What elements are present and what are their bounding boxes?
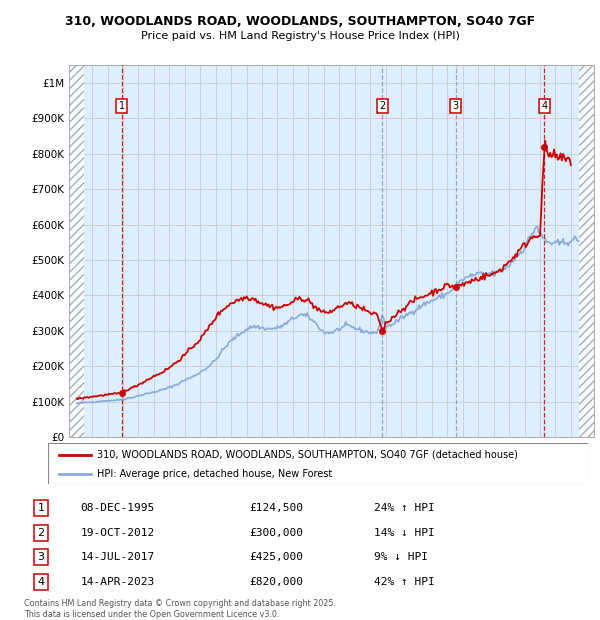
Text: £124,500: £124,500: [250, 503, 304, 513]
Text: £300,000: £300,000: [250, 528, 304, 538]
Text: 19-OCT-2012: 19-OCT-2012: [80, 528, 155, 538]
FancyBboxPatch shape: [48, 443, 588, 484]
Bar: [578, 65, 594, 437]
Text: 24% ↑ HPI: 24% ↑ HPI: [374, 503, 434, 513]
Text: HPI: Average price, detached house, New Forest: HPI: Average price, detached house, New …: [97, 469, 332, 479]
Text: Price paid vs. HM Land Registry's House Price Index (HPI): Price paid vs. HM Land Registry's House …: [140, 31, 460, 41]
Text: £820,000: £820,000: [250, 577, 304, 587]
Text: 3: 3: [452, 101, 459, 111]
Text: 14-JUL-2017: 14-JUL-2017: [80, 552, 155, 562]
Text: 9% ↓ HPI: 9% ↓ HPI: [374, 552, 428, 562]
Bar: [69, 65, 85, 437]
Text: 2: 2: [379, 101, 386, 111]
Text: 3: 3: [37, 552, 44, 562]
Text: 42% ↑ HPI: 42% ↑ HPI: [374, 577, 434, 587]
Text: 14% ↓ HPI: 14% ↓ HPI: [374, 528, 434, 538]
Text: 14-APR-2023: 14-APR-2023: [80, 577, 155, 587]
Text: 310, WOODLANDS ROAD, WOODLANDS, SOUTHAMPTON, SO40 7GF (detached house): 310, WOODLANDS ROAD, WOODLANDS, SOUTHAMP…: [97, 450, 517, 459]
Text: Contains HM Land Registry data © Crown copyright and database right 2025.
This d: Contains HM Land Registry data © Crown c…: [24, 600, 336, 619]
Text: 1: 1: [119, 101, 125, 111]
Text: 4: 4: [37, 577, 44, 587]
Text: 4: 4: [541, 101, 547, 111]
Text: £425,000: £425,000: [250, 552, 304, 562]
Text: 08-DEC-1995: 08-DEC-1995: [80, 503, 155, 513]
Text: 2: 2: [37, 528, 44, 538]
Text: 310, WOODLANDS ROAD, WOODLANDS, SOUTHAMPTON, SO40 7GF: 310, WOODLANDS ROAD, WOODLANDS, SOUTHAMP…: [65, 16, 535, 28]
Text: 1: 1: [37, 503, 44, 513]
